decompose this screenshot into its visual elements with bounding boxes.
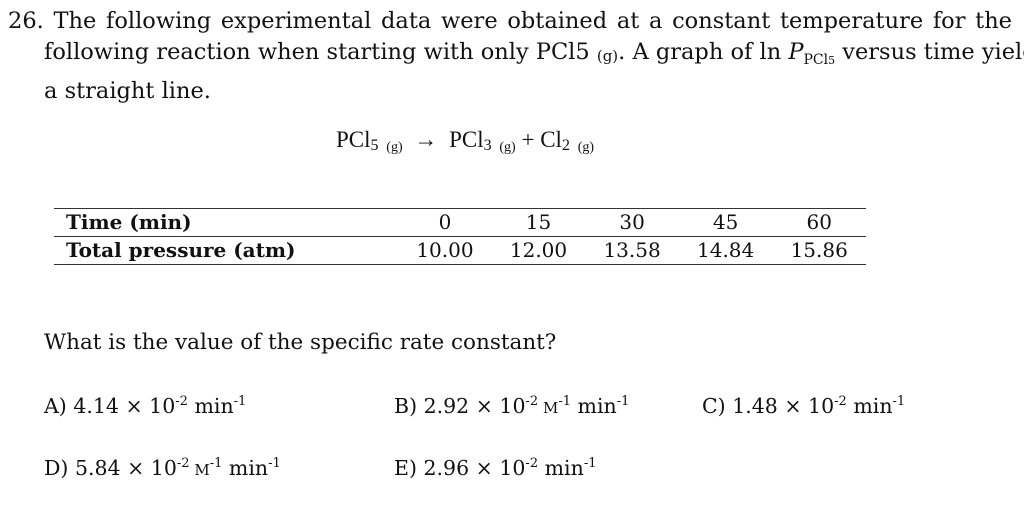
choice-b-molar-exponent: -1 [558,394,572,409]
choice-d-molar-unit: M [189,461,210,479]
choice-c-label: C) 1.48 × 10 [702,394,835,418]
choice-b[interactable]: B) 2.92 × 10-2 M-1 min-1 [394,394,629,418]
choice-d-exponent: -2 [176,456,190,471]
choice-c-unit: min [846,394,893,418]
choice-a-exponent: -2 [175,394,188,409]
table-cell: 15 [491,208,586,237]
choice-b-label: B) 2.92 × 10 [394,394,526,418]
product-1: PCl [449,127,484,152]
row-header-pressure: Total pressure (atm) [54,236,399,265]
choice-a[interactable]: A) 4.14 × 10-2 min-1 [44,394,246,418]
question-line-1-text: The following experimental data were obt… [53,8,1013,34]
choice-c-exponent: -2 [834,394,847,409]
reaction-arrow-icon: → [414,127,438,152]
table-cell: 60 [772,208,866,237]
phase-label: (g) [596,47,619,65]
choice-e-exponent: -2 [525,456,539,471]
product-2: Cl [540,127,562,152]
question-line-1: 26. The following experimental data were… [8,6,1012,37]
reactant-phase: (g) [386,140,403,155]
question-prompt: What is the value of the specific rate c… [44,330,557,355]
table-cell: 0 [398,208,492,237]
reactant: PCl [336,127,371,152]
pressure-symbol: P [788,39,804,65]
choice-a-unit-exponent: -1 [233,394,247,409]
table-row-pressure: Total pressure (atm) 10.00 12.00 13.58 1… [54,236,866,265]
product-1-phase: (g) [499,140,516,155]
product-2-count: 2 [561,137,570,154]
table-row-time: Time (min) 0 15 30 45 60 [54,208,866,237]
table-cell: 14.84 [678,236,773,265]
choice-d-unit-exponent: -1 [268,456,281,471]
table-cell: 30 [585,208,679,237]
choice-c-unit-exponent: -1 [892,394,906,409]
choice-a-label: A) 4.14 × 10 [44,394,176,418]
question-text: 26. The following experimental data were… [8,6,1024,107]
choice-c[interactable]: C) 1.48 × 10-2 min-1 [702,394,905,418]
question-line-2-text-c: versus time yields [842,39,1024,65]
table-cell: 10.00 [398,236,492,265]
row-header-time: Time (min) [54,208,399,237]
choice-b-unit: min [571,394,617,418]
choice-a-unit: min [187,394,234,418]
table-cell: 45 [678,208,773,237]
reactant-count: 5 [370,137,379,154]
choice-d[interactable]: D) 5.84 × 10-2 M-1 min-1 [44,456,281,480]
pressure-subscript-text: PCl [803,52,829,68]
choice-b-molar-unit: M [538,399,559,417]
data-table: Time (min) 0 15 30 45 60 Total pressure … [54,208,866,265]
pressure-subscript: PCl5 [804,52,836,68]
table-cell: 13.58 [585,236,679,265]
choice-b-unit-exponent: -1 [616,394,630,409]
question-line-2: following reaction when starting with on… [8,37,1024,76]
question-number: 26. [8,8,44,34]
product-1-count: 3 [483,137,492,154]
reaction-equation: PCl5 (g) → PCl3 (g) + Cl2 (g) [336,127,594,156]
choice-e[interactable]: E) 2.96 × 10-2 min-1 [394,456,596,480]
plus-sign: + [521,127,535,152]
choice-e-unit: min [538,456,584,480]
question-line-3: a straight line. [44,78,211,104]
choice-d-molar-exponent: -1 [209,456,223,471]
choice-b-exponent: -2 [525,394,539,409]
pressure-subscript-num: 5 [828,54,836,67]
choice-e-label: E) 2.96 × 10 [394,456,526,480]
choice-e-unit-exponent: -1 [583,456,597,471]
table-cell: 15.86 [772,236,866,265]
choice-d-unit: min [222,456,269,480]
question-line-2-text-b: . A graph of ln [618,39,782,65]
choice-d-label: D) 5.84 × 10 [44,456,177,480]
table-cell: 12.00 [491,236,586,265]
product-2-phase: (g) [577,140,595,155]
question-line-2-text-a: following reaction when starting with on… [44,39,590,65]
